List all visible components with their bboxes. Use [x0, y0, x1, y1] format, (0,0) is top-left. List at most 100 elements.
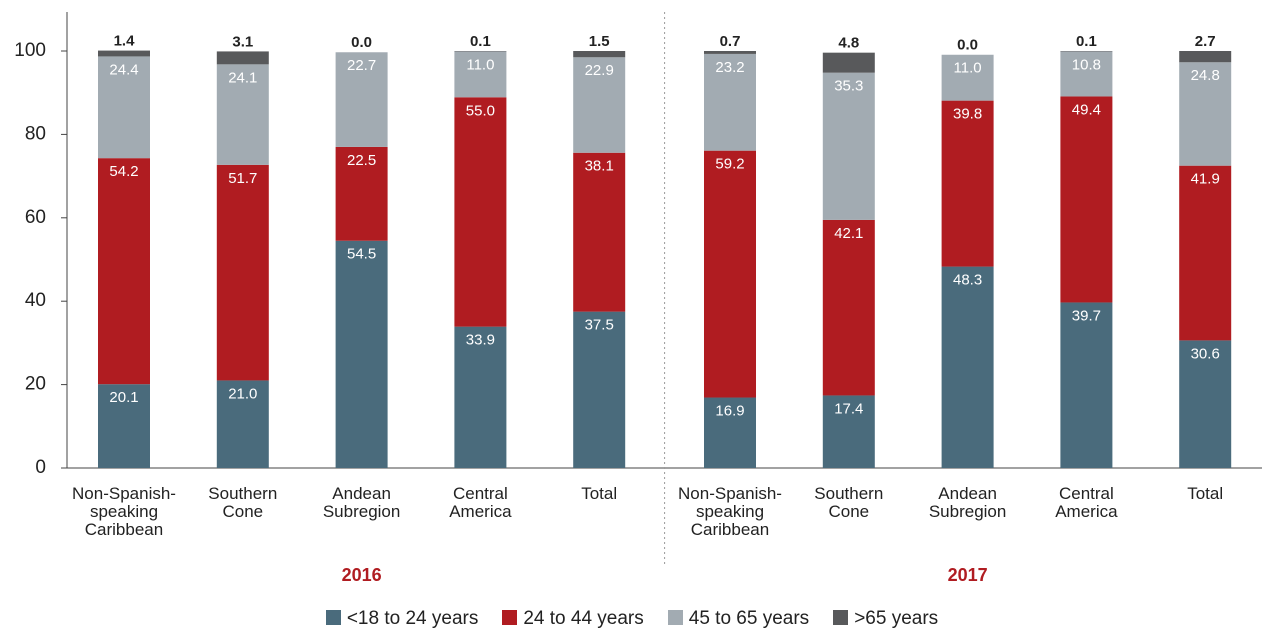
- value-label: 4.8: [838, 35, 859, 52]
- x-tick-label: Total: [1187, 484, 1224, 503]
- value-label: 30.6: [1191, 345, 1220, 362]
- value-label: 0.0: [957, 37, 978, 54]
- y-tick-label: 100: [14, 40, 46, 61]
- bar-segment: [1179, 340, 1232, 468]
- legend-swatch: [502, 610, 518, 625]
- bar-segment: [941, 54, 994, 101]
- value-label: 3.1: [232, 33, 253, 50]
- bar-segment: [822, 52, 875, 73]
- y-tick-label: 20: [25, 374, 46, 395]
- value-label: 54.5: [347, 246, 376, 263]
- value-label: 37.5: [585, 317, 614, 334]
- bar-segment: [822, 219, 875, 396]
- legend: <18 to 24 years 24 to 44 years 45 to 65 ye…: [0, 608, 1264, 629]
- bar-segment: [822, 72, 875, 220]
- value-label: 33.9: [466, 332, 495, 349]
- value-label: 17.4: [834, 400, 863, 417]
- value-label: 0.1: [470, 33, 491, 50]
- value-label: 10.8: [1072, 56, 1101, 73]
- value-label: 22.9: [585, 62, 614, 79]
- value-label: 35.3: [834, 78, 863, 95]
- value-label: 0.1: [1076, 33, 1097, 50]
- bar-segment: [216, 164, 269, 381]
- value-label: 22.5: [347, 152, 376, 169]
- legend-swatch: [833, 610, 849, 625]
- bar-segment: [1179, 165, 1232, 341]
- group-label: 2016: [341, 565, 382, 585]
- value-label: 51.7: [228, 170, 257, 187]
- value-label: 2.7: [1195, 33, 1216, 50]
- legend-item: 45 to 65 years: [667, 608, 810, 629]
- bar-segment: [454, 326, 507, 468]
- x-tick-label: Non-Spanish-speaking Caribbean: [72, 484, 176, 539]
- legend-label: 45 to 65 years: [688, 608, 810, 629]
- bar-segment: [216, 64, 269, 165]
- y-tick-label: 40: [25, 290, 46, 311]
- bar-segment: [573, 57, 626, 153]
- value-label: 23.2: [715, 59, 744, 76]
- value-label: 0.7: [720, 33, 741, 50]
- x-tick-label: Andean Subregion: [928, 484, 1007, 521]
- x-tick-label: Andean Subregion: [322, 484, 401, 521]
- value-label: 11.0: [466, 56, 494, 73]
- legend-swatch: [667, 610, 683, 625]
- bar-segment: [335, 240, 388, 468]
- bar-segment: [454, 51, 507, 98]
- value-label: 24.4: [109, 61, 138, 78]
- value-label: 24.1: [228, 69, 257, 86]
- x-tick-label: Total: [581, 484, 618, 503]
- value-label: 55.0: [466, 102, 495, 119]
- y-tick-label: 0: [35, 457, 46, 478]
- bar-segment: [573, 51, 626, 58]
- value-label: 59.2: [715, 156, 744, 173]
- bar-segment: [216, 380, 269, 468]
- bar-segment: [704, 51, 756, 54]
- bar-segment: [98, 384, 150, 468]
- bar-segment: [704, 397, 756, 468]
- bar-segment: [1179, 62, 1232, 166]
- bar-segment: [941, 100, 994, 267]
- bar-segment: [1060, 51, 1113, 97]
- bar-segment: [573, 311, 626, 468]
- y-tick-label: 60: [25, 207, 46, 228]
- value-label: 11.0: [954, 60, 982, 77]
- bar-segment: [98, 50, 150, 57]
- bar-segment: [1179, 51, 1232, 63]
- bar-segment: [98, 56, 150, 159]
- value-label: 39.8: [953, 106, 982, 123]
- value-label: 54.2: [109, 163, 138, 180]
- value-label: 1.5: [589, 33, 610, 50]
- x-tick-label: Central America: [449, 484, 512, 521]
- x-tick-label: Central America: [1055, 484, 1118, 521]
- legend-swatch: [325, 610, 341, 625]
- value-label: 20.1: [109, 389, 138, 406]
- bar-segment: [704, 53, 756, 151]
- bar-segment: [1060, 96, 1113, 303]
- group-label: 2017: [947, 565, 988, 585]
- legend-label: <18 to 24 years: [346, 608, 479, 629]
- bar-segment: [216, 51, 269, 65]
- bar-segment: [98, 158, 150, 385]
- legend-item: 24 to 44 years: [502, 608, 644, 629]
- bar-segment: [941, 266, 994, 468]
- value-label: 38.1: [585, 158, 614, 175]
- bar-segment: [822, 395, 875, 468]
- legend-label: >65 years: [854, 608, 939, 629]
- bar-segment: [335, 146, 388, 241]
- bar-segment: [335, 52, 388, 147]
- value-label: 16.9: [715, 402, 744, 419]
- value-label: 21.0: [228, 385, 257, 402]
- bar-segment: [454, 97, 507, 327]
- x-tick-label: Non-Spanish-speaking Caribbean: [678, 484, 782, 539]
- value-label: 0.0: [351, 34, 372, 51]
- bar-segment: [1060, 302, 1113, 468]
- x-tick-label: Southern Cone: [814, 484, 884, 521]
- value-label: 22.7: [347, 57, 376, 74]
- value-label: 39.7: [1072, 307, 1101, 324]
- value-label: 48.3: [953, 272, 982, 289]
- bar-segment: [704, 150, 756, 398]
- value-label: 1.4: [114, 33, 136, 50]
- bar-segment: [573, 152, 626, 312]
- value-label: 41.9: [1191, 171, 1220, 188]
